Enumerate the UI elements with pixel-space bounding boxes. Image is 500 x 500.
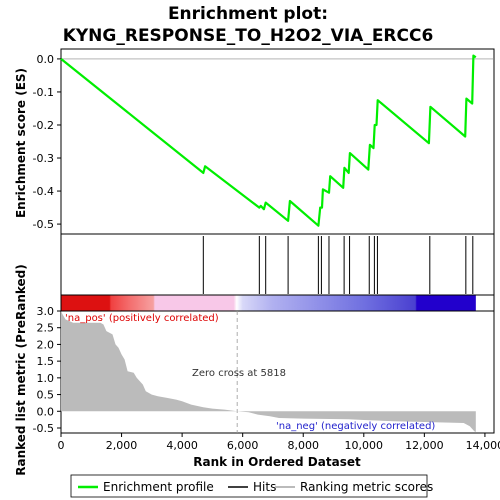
hits-frame (60, 233, 495, 296)
bottom-ytick-label: 1.5 (37, 355, 55, 368)
xtick-label: 2,000 (106, 439, 138, 452)
bottom-ytick-label: -0.5 (33, 422, 54, 435)
top-ytick-label: -0.1 (33, 86, 54, 99)
top-ylabel: Enrichment score (ES) (14, 68, 28, 218)
ranked-metric-panel: 3.0 2.5 2.0 1.5 1.0 0.5 0.0 -0.5 'na_pos' (posit… (33, 305, 500, 452)
bottom-ytick-label: 0.0 (37, 405, 55, 418)
top-ytick-label: -0.4 (33, 185, 54, 198)
bottom-ytick-label: 2.5 (37, 322, 55, 335)
xtick-label: 4,000 (166, 439, 198, 452)
top-ytick-label: 0.0 (37, 53, 55, 66)
bottom-ytick-label: 2.0 (37, 338, 55, 351)
legend-label-metric: Ranking metric scores (300, 480, 433, 494)
xtick-label: 12,000 (405, 439, 444, 452)
top-ytick-label: -0.3 (33, 152, 54, 165)
legend: Enrichment profile Hits Ranking metric s… (70, 474, 433, 498)
bottom-ytick-label: 0.5 (37, 389, 55, 402)
bottom-ytick-label: 1.0 (37, 372, 55, 385)
ranking-metric-area (61, 311, 476, 432)
legend-label-enrichment: Enrichment profile (103, 480, 214, 494)
chart-title-line2: KYNG_RESPONSE_TO_H2O2_VIA_ERCC6 (63, 26, 434, 46)
xtick-label: 14,000 (466, 439, 500, 452)
zero-cross-label: Zero cross at 5818 (192, 368, 286, 379)
xtick-label: 6,000 (227, 439, 259, 452)
hits-panel (60, 233, 495, 296)
legend-label-hits: Hits (253, 480, 276, 494)
ranking-heatbar (60, 294, 495, 312)
legend-box (70, 474, 428, 498)
xtick-label: 10,000 (345, 439, 384, 452)
bottom-ytick-label: 3.0 (37, 305, 55, 318)
chart-title-line1: Enrichment plot: (168, 4, 328, 24)
neg-correlated-label: 'na_neg' (negatively correlated) (276, 421, 435, 432)
heatbar-fill (61, 295, 476, 311)
top-ytick-label: -0.2 (33, 119, 54, 132)
enrichment-score-panel: 0.0 -0.1 -0.2 -0.3 -0.4 -0.5 (33, 48, 495, 235)
pos-correlated-label: 'na_pos' (positively correlated) (65, 313, 219, 324)
bottom-ylabel: Ranked list metric (PreRanked) (14, 264, 28, 476)
xtick-label: 8,000 (287, 439, 319, 452)
enrichment-profile-line (60, 54, 477, 227)
xtick-label: 0 (58, 439, 65, 452)
top-ytick-label: -0.5 (33, 218, 54, 231)
top-plot-frame (60, 48, 495, 235)
x-axis-label: Rank in Ordered Dataset (193, 455, 361, 469)
